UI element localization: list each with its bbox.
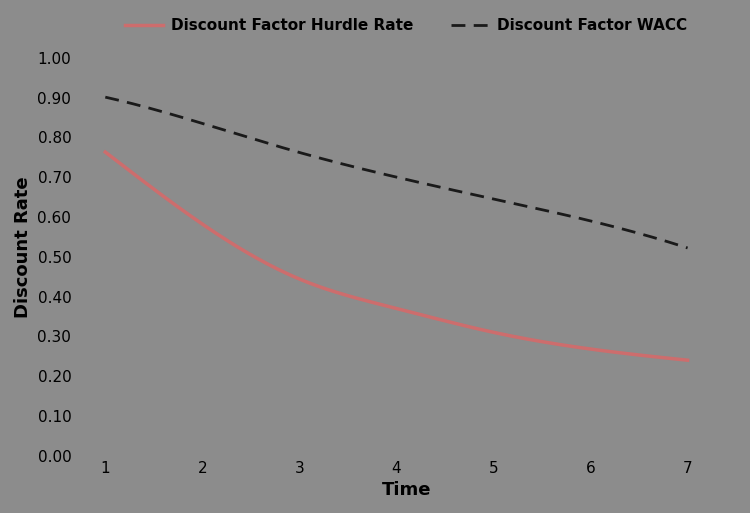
Discount Factor Hurdle Rate <box>458 322 466 328</box>
Discount Factor WACC <box>448 187 457 193</box>
Discount Factor WACC <box>683 245 692 251</box>
Discount Factor Hurdle Rate <box>683 357 692 363</box>
Discount Factor WACC <box>592 219 601 225</box>
Discount Factor Hurdle Rate <box>103 150 112 156</box>
Discount Factor WACC <box>628 229 638 235</box>
Discount Factor WACC <box>100 94 109 100</box>
Discount Factor Hurdle Rate <box>592 347 601 353</box>
Discount Factor WACC <box>458 189 466 195</box>
Line: Discount Factor Hurdle Rate: Discount Factor Hurdle Rate <box>105 152 688 360</box>
Discount Factor WACC <box>446 186 454 192</box>
Line: Discount Factor WACC: Discount Factor WACC <box>105 97 688 248</box>
Discount Factor Hurdle Rate <box>448 320 457 326</box>
Discount Factor Hurdle Rate <box>100 149 109 155</box>
X-axis label: Time: Time <box>382 481 431 499</box>
Y-axis label: Discount Rate: Discount Rate <box>14 176 32 318</box>
Discount Factor WACC <box>103 94 112 101</box>
Legend: Discount Factor Hurdle Rate, Discount Factor WACC: Discount Factor Hurdle Rate, Discount Fa… <box>118 12 694 40</box>
Discount Factor Hurdle Rate <box>628 351 638 358</box>
Discount Factor Hurdle Rate <box>446 319 454 325</box>
